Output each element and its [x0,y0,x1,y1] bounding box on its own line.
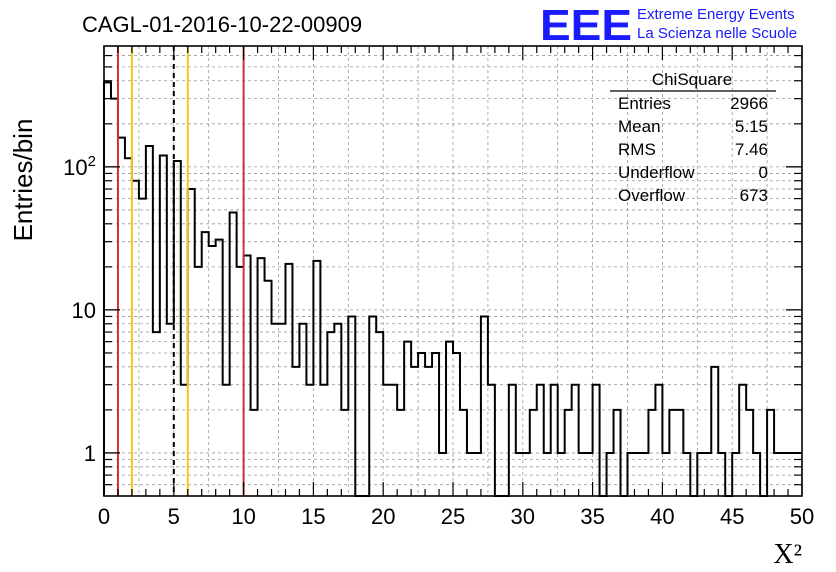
x-axis-title: X² [773,539,802,570]
stats-box: ChiSquare Entries 2966 Mean 5.15 RMS 7.4… [610,70,776,205]
stats-value-underflow: 0 [759,163,768,182]
stats-title: ChiSquare [652,70,732,89]
stats-label-rms: RMS [618,140,656,159]
x-axis-tick-label: 25 [441,504,465,529]
y-axis-tick-label: 10 [72,298,96,323]
histogram-outline [103,81,802,497]
x-axis-tick-label: 45 [720,504,744,529]
reference-lines [116,46,245,496]
logo-line-2: La Scienza nelle Scuole [637,25,797,42]
y-axis-tick-labels: 1 10 102 [63,153,96,466]
stats-value-entries: 2966 [730,94,768,113]
stats-label-overflow: Overflow [618,186,686,205]
logo-line-1: Extreme Energy Events [637,6,795,23]
stats-value-rms: 7.46 [735,140,768,159]
chart-title: CAGL-01-2016-10-22-00909 [82,12,362,37]
x-axis-tick-labels: 0 5 10 15 20 25 30 35 40 45 50 [98,504,814,529]
eee-logo: EEE [540,1,632,50]
x-axis-tick-label: 0 [98,504,110,529]
stats-label-entries: Entries [618,94,671,113]
x-axis-tick-label: 15 [301,504,325,529]
x-axis-tick-label: 20 [371,504,395,529]
x-axis-tick-label: 40 [650,504,674,529]
stats-value-mean: 5.15 [735,117,768,136]
y-axis-tick-label: 102 [63,153,96,180]
stats-value-overflow: 673 [740,186,768,205]
axes-frame [103,45,803,497]
stats-label-mean: Mean [618,117,661,136]
y-axis-tick-label: 1 [84,441,96,466]
x-axis-tick-label: 50 [790,504,814,529]
x-axis-tick-label: 10 [231,504,255,529]
y-axis-title: Entries/bin [8,119,38,242]
x-axis-tick-label: 30 [511,504,535,529]
grid-lines [104,46,802,496]
histogram-bars [103,81,802,497]
stats-label-underflow: Underflow [618,163,695,182]
x-axis-tick-label: 5 [168,504,180,529]
x-axis-tick-label: 35 [580,504,604,529]
